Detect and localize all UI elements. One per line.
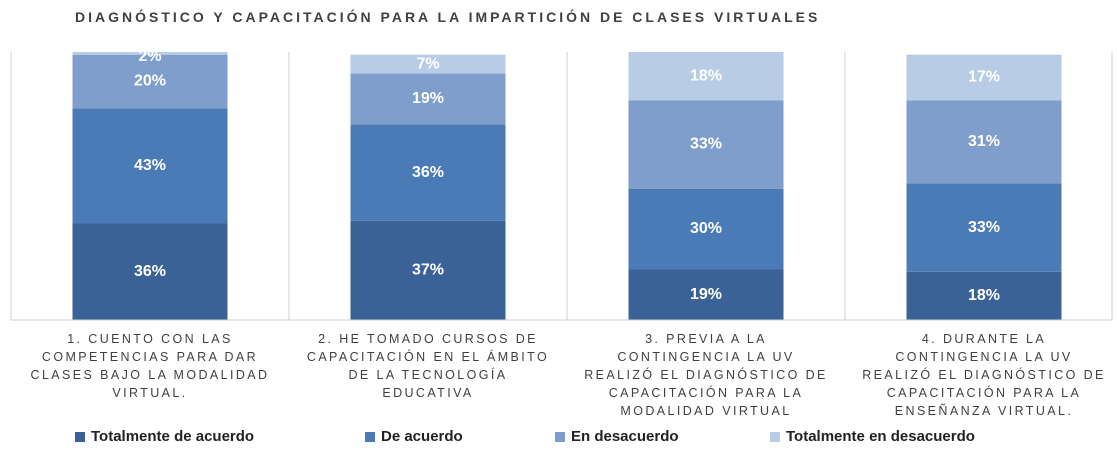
bar-segment	[350, 124, 506, 221]
value-label: 36%	[412, 164, 444, 181]
bar-segment	[628, 52, 784, 101]
legend-swatch	[365, 431, 375, 442]
legend-label: Totalmente en desacuerdo	[786, 428, 975, 445]
legend-swatch	[770, 431, 780, 442]
x-tick-label: 1. CUENTO CON LAS COMPETENCIAS PARA DAR …	[30, 332, 270, 400]
legend-item: De acuerdo	[365, 428, 463, 445]
x-tick-label: 3. PREVIA A LA CONTINGENCIA LA UV REALIZ…	[584, 332, 828, 418]
value-label: 36%	[134, 263, 166, 280]
bar-segment	[350, 54, 506, 74]
value-label: 2%	[138, 48, 161, 65]
bar-segment	[350, 220, 506, 320]
bar-segment	[72, 52, 228, 55]
legend-item: Totalmente de acuerdo	[75, 428, 254, 445]
bar-segment	[906, 271, 1062, 320]
value-label: 30%	[690, 220, 722, 237]
value-label: 19%	[412, 90, 444, 107]
legend-item: En desacuerdo	[555, 428, 679, 445]
bar-segment	[628, 100, 784, 189]
value-label: 18%	[690, 67, 722, 84]
x-tick-label: 2. HE TOMADO CURSOS DE CAPACITACIÓN EN E…	[306, 332, 550, 400]
value-label: 37%	[412, 262, 444, 279]
value-label: 18%	[968, 287, 1000, 304]
bar-segment	[906, 183, 1062, 272]
value-label: 33%	[690, 136, 722, 153]
legend-swatch	[75, 431, 85, 442]
legend-label: De acuerdo	[381, 428, 463, 445]
legend-swatch	[555, 431, 565, 442]
bar-segment	[72, 223, 228, 320]
bar-segment	[906, 100, 1062, 184]
value-label: 31%	[968, 133, 1000, 150]
value-label: 20%	[134, 73, 166, 90]
value-label: 19%	[690, 286, 722, 303]
bar-segment	[72, 54, 228, 109]
bar-segment	[72, 108, 228, 224]
bar-segment	[628, 269, 784, 320]
value-label: 43%	[134, 157, 166, 174]
legend-label: En desacuerdo	[571, 428, 679, 445]
bar-segment	[350, 73, 506, 125]
bar-segment	[628, 188, 784, 270]
chart-title: DIAGNÓSTICO Y CAPACITACIÓN PARA LA IMPAR…	[75, 9, 821, 25]
legend-item: Totalmente en desacuerdo	[770, 428, 975, 445]
value-label: 7%	[416, 55, 439, 72]
value-label: 17%	[968, 69, 1000, 86]
bars: 36% 43% 20% 2% 37% 36% 19% 7% 19% 30% 33% 18% 18% 33%…	[72, 48, 1062, 320]
legend-label: Totalmente de acuerdo	[91, 428, 255, 445]
bar-segment	[906, 54, 1062, 101]
x-tick-label: 4. DURANTE LA CONTINGENCIA LA UV REALIZÓ…	[862, 332, 1106, 418]
value-label: 33%	[968, 219, 1000, 236]
